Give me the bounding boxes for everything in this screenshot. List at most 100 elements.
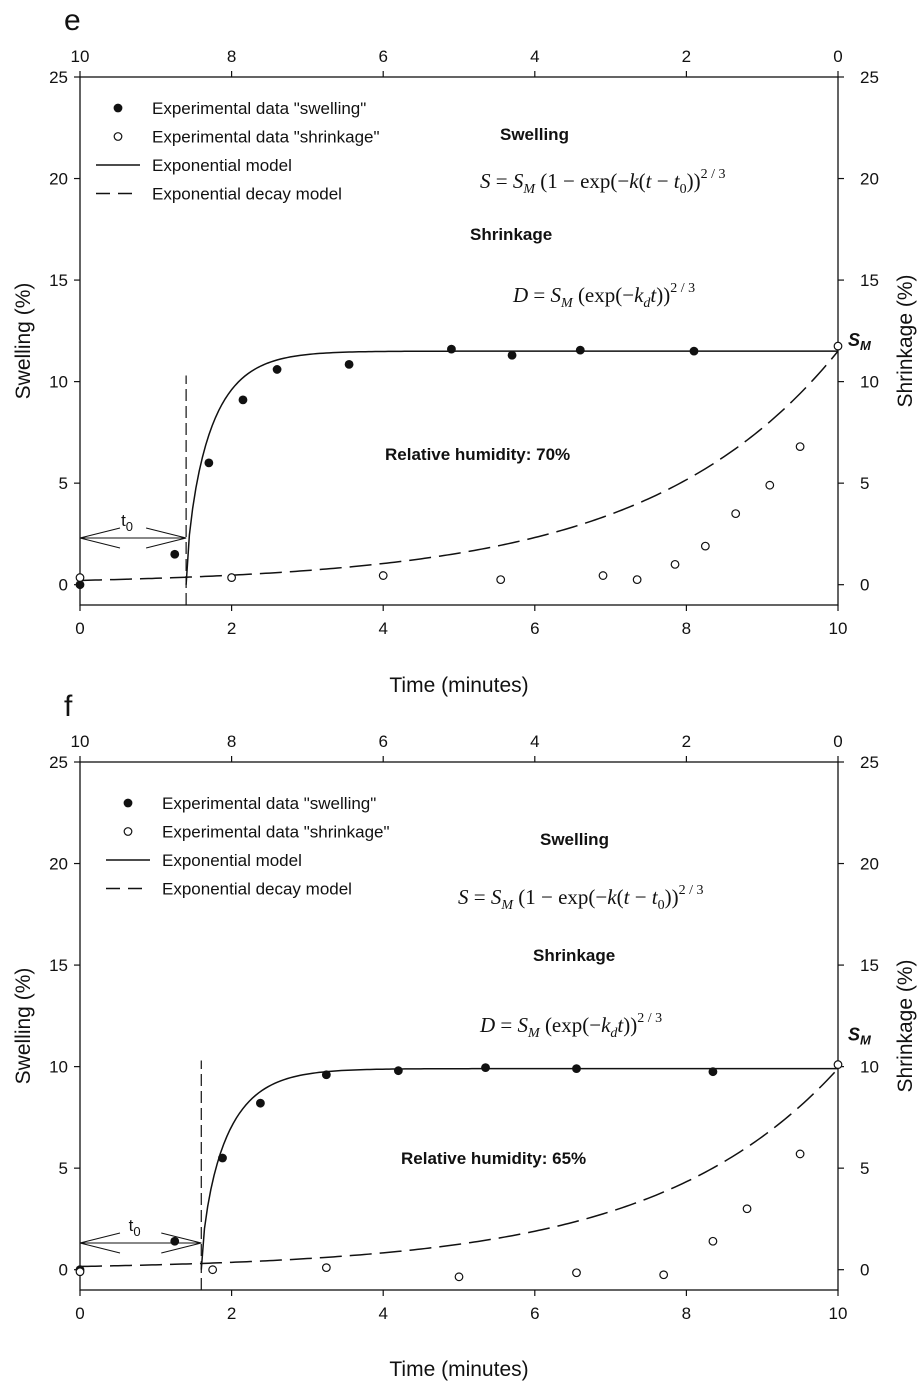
x-tick-label: 10 — [829, 1304, 848, 1323]
x-tick-label: 6 — [530, 619, 539, 638]
x-axis-title: Time (minutes) — [389, 674, 528, 697]
y2-tick-label: 15 — [860, 271, 879, 290]
swelling-point — [572, 1064, 581, 1074]
top-x-tick-label: 6 — [378, 732, 387, 751]
top-x-tick-label: 10 — [71, 732, 90, 751]
swelling-point — [170, 549, 180, 559]
top-x-tick-label: 4 — [530, 732, 539, 751]
shrinkage-point — [708, 1236, 718, 1246]
t0-arrow-right-head — [161, 1232, 202, 1254]
swelling-point — [447, 344, 456, 354]
y-tick-label: 0 — [59, 576, 68, 595]
y2-tick-label: 0 — [860, 1261, 869, 1280]
legend-swelling-marker — [123, 798, 133, 808]
top-x-tick-label: 2 — [682, 47, 691, 66]
legend-entry: Experimental data "shrinkage" — [152, 128, 380, 147]
y-tick-label: 5 — [59, 474, 68, 493]
legend: Experimental data "swelling" Experimental… — [96, 99, 380, 204]
swelling-point — [393, 1066, 403, 1076]
y2-tick-label: 25 — [860, 68, 879, 87]
x-tick-label: 10 — [829, 619, 848, 638]
shrinkage-point — [670, 559, 680, 569]
t0-arrow-left-head — [79, 1232, 121, 1254]
panel-letter: e — [64, 4, 81, 37]
x-tick-label: 2 — [227, 1304, 236, 1323]
top-x-tick-label: 0 — [833, 47, 842, 66]
legend-entry: Exponential model — [152, 156, 292, 175]
x-tick-label: 8 — [682, 619, 691, 638]
shrinkage-point — [765, 480, 775, 490]
t0-label: t0 — [121, 511, 133, 534]
top-x-tick-label: 8 — [227, 732, 236, 751]
y2-tick-label: 0 — [860, 576, 869, 595]
legend-entry: Experimental data "shrinkage" — [162, 823, 390, 842]
legend-entry: Exponential model — [162, 851, 302, 870]
humidity-label: Relative humidity: 70% — [385, 445, 570, 464]
x-tick-label: 8 — [682, 1304, 691, 1323]
y2-tick-label: 10 — [860, 373, 879, 392]
shrinkage-title: Shrinkage — [533, 946, 615, 965]
swelling-point — [575, 345, 585, 355]
exponential-model-line — [200, 1067, 838, 1270]
y-tick-label: 10 — [49, 1058, 68, 1077]
y2-tick-label: 20 — [860, 170, 879, 189]
shrinkage-point — [75, 1267, 85, 1277]
sm-label: SM — [848, 330, 872, 353]
legend-swelling-marker — [113, 103, 123, 113]
plot-frame — [79, 761, 839, 1291]
shrinkage-point — [731, 509, 741, 519]
y-tick-label: 25 — [49, 753, 68, 772]
y-tick-label: 25 — [49, 68, 68, 87]
shrinkage-point — [572, 1268, 581, 1278]
plot-frame — [79, 76, 839, 606]
shrinkage-equation: D = SM (exp(−kdt))2 / 3 — [512, 281, 695, 311]
shrinkage-point — [632, 575, 642, 585]
shrinkage-point — [208, 1265, 218, 1275]
x-tick-label: 2 — [227, 619, 236, 638]
exponential-model-line — [185, 350, 838, 585]
swelling-point — [75, 580, 85, 590]
swelling-point — [218, 1153, 227, 1163]
swelling-point — [321, 1070, 331, 1080]
legend-entry: Experimental data "swelling" — [152, 99, 366, 118]
swelling-point — [344, 359, 354, 369]
shrinkage-point — [795, 1149, 805, 1159]
shrinkage-point — [833, 1060, 843, 1069]
top-x-tick-label: 0 — [833, 732, 842, 751]
shrinkage-point — [75, 573, 85, 582]
swelling-point — [256, 1098, 265, 1108]
y-tick-label: 10 — [49, 373, 68, 392]
legend-entry: Experimental data "swelling" — [162, 794, 376, 813]
shrinkage-equation: D = SM (exp(−kdt))2 / 3 — [479, 1011, 662, 1041]
y2-tick-label: 20 — [860, 855, 879, 874]
x-tick-label: 6 — [530, 1304, 539, 1323]
legend-entry: Exponential decay model — [152, 185, 342, 204]
shrinkage-point — [833, 341, 843, 351]
y2-tick-label: 25 — [860, 753, 879, 772]
y-tick-label: 15 — [49, 956, 68, 975]
swelling-point — [170, 1236, 180, 1246]
exponential-decay-model-line — [79, 1068, 839, 1268]
swelling-point — [481, 1063, 490, 1073]
t0-arrow-left-head — [79, 527, 121, 549]
y-tick-label: 20 — [49, 855, 68, 874]
legend-shrinkage-marker — [113, 132, 123, 141]
top-x-tick-label: 10 — [71, 47, 90, 66]
exponential-decay-model-line — [79, 350, 839, 582]
humidity-label: Relative humidity: 65% — [401, 1149, 586, 1168]
shrinkage-point — [742, 1204, 752, 1214]
top-x-tick-label: 6 — [378, 47, 387, 66]
y-tick-label: 20 — [49, 170, 68, 189]
y2-tick-label: 5 — [860, 474, 869, 493]
y-axis-title: Swelling (%) — [12, 968, 35, 1085]
swelling-point — [204, 458, 214, 468]
top-x-tick-label: 2 — [682, 732, 691, 751]
legend-entry: Exponential decay model — [162, 880, 352, 899]
shrinkage-point — [378, 571, 388, 580]
x-tick-label: 0 — [75, 1304, 84, 1323]
swelling-equation: S = SM (1 − exp(−k(t − t0))2 / 3 — [458, 883, 704, 913]
shrinkage-point — [227, 573, 237, 582]
